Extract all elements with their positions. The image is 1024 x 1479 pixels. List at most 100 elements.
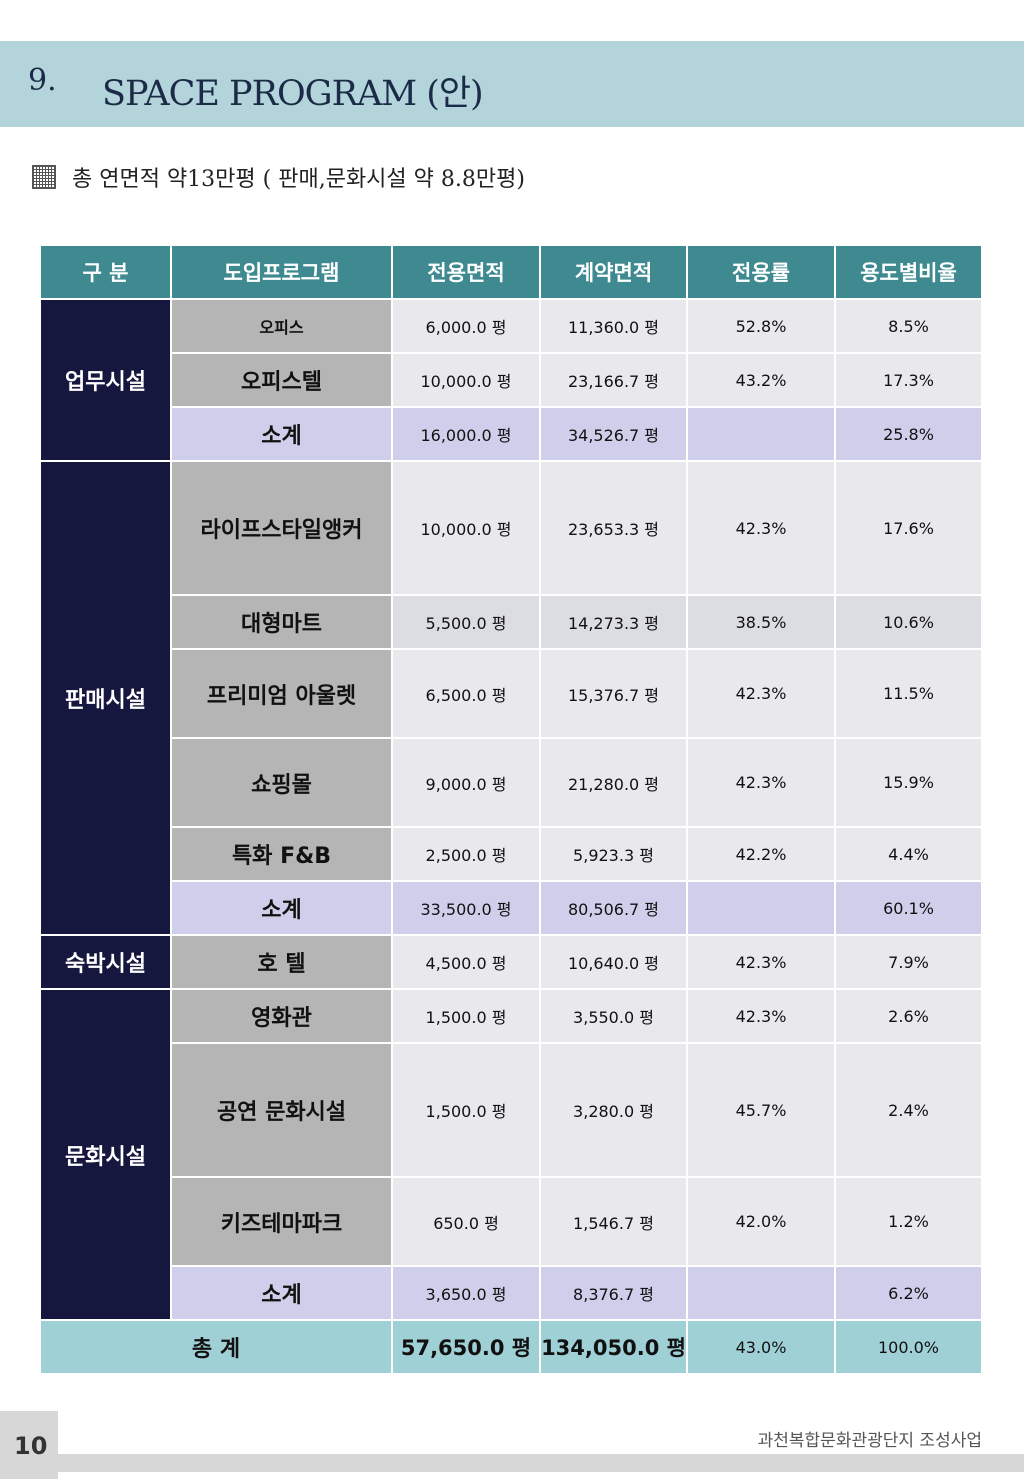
share-cell: 8.5% (834, 298, 983, 354)
net-area-cell: 16,000.0 평 (391, 406, 541, 462)
efficiency-cell: 38.5% (686, 594, 836, 650)
subtotal-label: 소계 (170, 880, 393, 936)
gross-area-cell: 8,376.7 평 (539, 1265, 688, 1321)
share-cell: 2.4% (834, 1042, 983, 1178)
share-cell: 60.1% (834, 880, 983, 936)
program-cell: 호 텔 (170, 934, 393, 990)
program-cell: 키즈테마파크 (170, 1176, 393, 1267)
gross-area-cell: 3,550.0 평 (539, 988, 688, 1044)
net-area-cell: 10,000.0 평 (391, 460, 541, 596)
efficiency-cell: 42.3% (686, 737, 836, 828)
grid-bullet-icon (32, 165, 56, 189)
net-area-cell: 2,500.0 평 (391, 826, 541, 882)
share-cell: 17.6% (834, 460, 983, 596)
gross-area-cell: 23,166.7 평 (539, 352, 688, 408)
efficiency-cell (686, 880, 836, 936)
efficiency-cell: 43.2% (686, 352, 836, 408)
section-number: 9. (28, 63, 57, 98)
share-cell: 7.9% (834, 934, 983, 990)
table-row: 문화시설 영화관 1,500.0 평 3,550.0 평 42.3% 2.6% (39, 988, 983, 1321)
subtotal-label: 소계 (170, 406, 393, 462)
footer-bar (58, 1454, 1024, 1472)
share-cell: 25.8% (834, 406, 983, 462)
net-area-cell: 6,000.0 평 (391, 298, 541, 354)
efficiency-cell (686, 406, 836, 462)
gross-area-cell: 1,546.7 평 (539, 1176, 688, 1267)
efficiency-cell: 45.7% (686, 1042, 836, 1178)
efficiency-cell: 42.3% (686, 988, 836, 1044)
efficiency-cell: 42.0% (686, 1176, 836, 1267)
total-efficiency: 43.0% (686, 1319, 836, 1375)
header-category: 구 분 (39, 244, 172, 300)
total-label: 총 계 (39, 1319, 393, 1375)
program-cell: 오피스텔 (170, 352, 393, 408)
program-cell: 라이프스타일앵커 (170, 460, 393, 596)
gross-area-cell: 11,360.0 평 (539, 298, 688, 354)
total-gross-area: 134,050.0 평 (539, 1319, 688, 1375)
gross-area-cell: 15,376.7 평 (539, 648, 688, 739)
efficiency-cell: 42.2% (686, 826, 836, 882)
header-efficiency: 전용률 (686, 244, 836, 300)
gross-area-cell: 34,526.7 평 (539, 406, 688, 462)
header-share: 용도별비율 (834, 244, 983, 300)
table-row: 쇼핑몰 9,000.0 평 21,280.0 평 42.3% 15.9% (40, 737, 983, 828)
program-cell: 오피스 (170, 298, 393, 354)
gross-area-cell: 23,653.3 평 (539, 460, 688, 596)
net-area-cell: 1,500.0 평 (391, 988, 541, 1044)
gross-area-cell: 10,640.0 평 (539, 934, 688, 990)
program-cell: 특화 F&B (170, 826, 393, 882)
net-area-cell: 3,650.0 평 (391, 1265, 541, 1321)
net-area-cell: 9,000.0 평 (391, 737, 541, 828)
header-gross-area: 계약면적 (539, 244, 688, 300)
total-net-area: 57,650.0 평 (391, 1319, 541, 1375)
gross-area-cell: 14,273.3 평 (539, 594, 688, 650)
table-row: 오피스텔 10,000.0 평 23,166.7 평 43.2% 17.3% (40, 352, 983, 408)
net-area-cell: 10,000.0 평 (391, 352, 541, 408)
table-row: 공연 문화시설 1,500.0 평 3,280.0 평 45.7% 2.4% (40, 1042, 983, 1178)
total-share: 100.0% (834, 1319, 983, 1375)
table-row: 업무시설 오피스 6,000.0 평 11,360.0 평 52.8% 8.5% (39, 298, 983, 462)
share-cell: 1.2% (834, 1176, 983, 1267)
space-program-table: 구 분 도입프로그램 전용면적 계약면적 전용률 용도별비율 업무시설 오피스 … (39, 244, 983, 1375)
net-area-cell: 4,500.0 평 (391, 934, 541, 990)
net-area-cell: 6,500.0 평 (391, 648, 541, 739)
program-cell: 쇼핑몰 (170, 737, 393, 828)
section-header: 9. SPACE PROGRAM (안) (0, 41, 1024, 127)
net-area-cell: 650.0 평 (391, 1176, 541, 1267)
section-title: SPACE PROGRAM (안) (102, 74, 484, 114)
share-cell: 6.2% (834, 1265, 983, 1321)
share-cell: 15.9% (834, 737, 983, 828)
efficiency-cell: 42.3% (686, 934, 836, 990)
net-area-cell: 5,500.0 평 (391, 594, 541, 650)
header-program: 도입프로그램 (170, 244, 393, 300)
subtotal-row: 소계 3,650.0 평 8,376.7 평 6.2% (40, 1265, 983, 1321)
efficiency-cell: 42.3% (686, 648, 836, 739)
share-cell: 4.4% (834, 826, 983, 882)
group-retail: 판매시설 (39, 460, 172, 936)
program-cell: 프리미엄 아울렛 (170, 648, 393, 739)
share-cell: 11.5% (834, 648, 983, 739)
share-cell: 2.6% (834, 988, 983, 1044)
efficiency-cell (686, 1265, 836, 1321)
subtotal-row: 소계 16,000.0 평 34,526.7 평 25.8% (40, 406, 983, 462)
subtotal-label: 소계 (170, 1265, 393, 1321)
share-cell: 17.3% (834, 352, 983, 408)
group-office: 업무시설 (39, 298, 172, 462)
table-row: 판매시설 라이프스타일앵커 10,000.0 평 23,653.3 평 42.3… (39, 460, 983, 936)
header-net-area: 전용면적 (391, 244, 541, 300)
footer-project-name: 과천복합문화관광단지 조성사업 (757, 1431, 982, 1451)
total-row: 총 계 57,650.0 평 134,050.0 평 43.0% 100.0% (39, 1319, 983, 1375)
program-cell: 영화관 (170, 988, 393, 1044)
page-number-box (0, 1411, 58, 1479)
table-row: 특화 F&B 2,500.0 평 5,923.3 평 42.2% 4.4% (40, 826, 983, 882)
program-cell: 공연 문화시설 (170, 1042, 393, 1178)
share-cell: 10.6% (834, 594, 983, 650)
net-area-cell: 33,500.0 평 (391, 880, 541, 936)
subtotal-row: 소계 33,500.0 평 80,506.7 평 60.1% (40, 880, 983, 936)
efficiency-cell: 52.8% (686, 298, 836, 354)
summary-line: 총 연면적 약13만평 ( 판매,문화시설 약 8.8만평) (32, 160, 525, 194)
gross-area-cell: 80,506.7 평 (539, 880, 688, 936)
page-number: 10 (14, 1432, 48, 1460)
gross-area-cell: 21,280.0 평 (539, 737, 688, 828)
program-cell: 대형마트 (170, 594, 393, 650)
